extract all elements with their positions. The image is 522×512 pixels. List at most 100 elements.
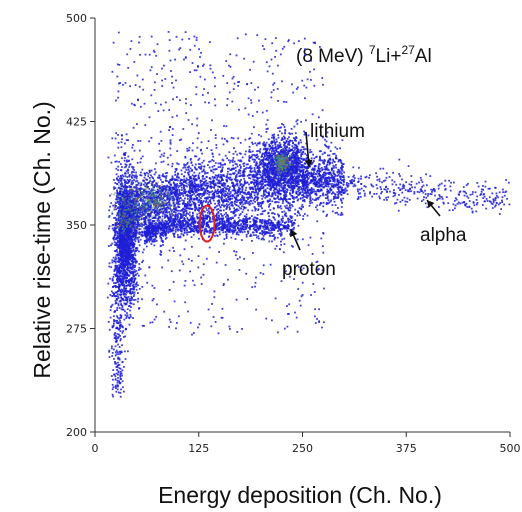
data-point bbox=[277, 145, 279, 148]
data-point bbox=[253, 170, 256, 173]
data-point bbox=[266, 152, 269, 154]
data-point bbox=[312, 153, 314, 156]
data-point bbox=[295, 120, 298, 123]
data-point bbox=[298, 151, 301, 154]
data-point bbox=[160, 189, 163, 192]
data-point bbox=[203, 182, 206, 185]
data-point bbox=[264, 163, 266, 166]
data-point bbox=[230, 159, 232, 162]
data-point bbox=[173, 182, 175, 185]
data-point bbox=[237, 193, 240, 196]
data-point bbox=[221, 177, 223, 180]
data-point bbox=[189, 207, 192, 210]
data-point bbox=[135, 177, 138, 180]
data-point bbox=[138, 231, 141, 234]
data-point bbox=[322, 181, 325, 184]
data-point bbox=[234, 214, 237, 216]
data-point bbox=[228, 188, 231, 191]
data-point bbox=[252, 182, 255, 184]
data-point bbox=[200, 187, 202, 190]
data-point bbox=[287, 198, 290, 200]
data-point bbox=[124, 288, 127, 291]
data-point bbox=[295, 182, 297, 185]
data-point bbox=[158, 194, 160, 197]
data-point bbox=[321, 159, 324, 162]
data-point bbox=[296, 150, 299, 152]
data-point bbox=[316, 171, 318, 173]
data-point bbox=[301, 161, 303, 163]
data-point bbox=[285, 221, 288, 224]
data-point bbox=[247, 198, 249, 200]
data-point bbox=[249, 197, 252, 199]
data-point bbox=[178, 218, 181, 221]
data-point bbox=[194, 166, 196, 169]
data-point bbox=[267, 184, 270, 187]
data-point bbox=[303, 192, 306, 194]
data-point bbox=[135, 194, 138, 196]
data-point bbox=[210, 191, 212, 194]
data-point bbox=[174, 209, 177, 212]
data-point bbox=[264, 189, 267, 192]
data-point bbox=[271, 184, 274, 187]
data-point bbox=[205, 198, 208, 200]
data-point bbox=[291, 205, 294, 208]
data-point bbox=[327, 169, 330, 171]
data-point bbox=[217, 188, 219, 191]
data-point bbox=[181, 179, 184, 181]
data-point bbox=[209, 186, 211, 188]
data-point bbox=[302, 158, 305, 160]
data-point bbox=[295, 146, 298, 148]
data-point bbox=[202, 215, 205, 217]
data-point bbox=[200, 206, 202, 209]
data-point bbox=[201, 161, 204, 164]
data-point bbox=[305, 166, 308, 169]
data-point bbox=[264, 154, 266, 157]
data-point bbox=[292, 178, 295, 181]
data-point bbox=[267, 174, 270, 176]
data-point bbox=[174, 211, 177, 214]
data-point bbox=[144, 181, 147, 184]
data-point bbox=[290, 128, 293, 130]
data-point bbox=[189, 190, 192, 193]
data-point bbox=[274, 141, 277, 144]
data-point bbox=[176, 189, 178, 192]
data-point bbox=[220, 170, 223, 172]
data-point bbox=[168, 199, 171, 201]
data-point bbox=[290, 156, 293, 159]
data-point bbox=[294, 132, 297, 135]
data-point bbox=[296, 172, 299, 175]
data-point bbox=[208, 207, 210, 210]
data-point bbox=[138, 212, 140, 214]
data-point bbox=[145, 210, 147, 213]
data-point bbox=[128, 323, 131, 326]
data-point bbox=[146, 178, 149, 181]
data-point bbox=[208, 196, 211, 198]
data-point bbox=[127, 240, 130, 243]
data-point bbox=[280, 198, 283, 200]
data-point bbox=[125, 268, 128, 271]
data-point bbox=[273, 173, 275, 176]
data-point bbox=[298, 163, 301, 165]
data-point bbox=[224, 195, 226, 198]
data-point bbox=[214, 189, 217, 192]
data-point bbox=[256, 181, 258, 183]
data-point bbox=[310, 151, 313, 153]
data-point bbox=[322, 173, 324, 176]
data-point bbox=[236, 192, 239, 195]
data-point bbox=[307, 192, 310, 195]
data-point bbox=[311, 189, 314, 192]
data-point bbox=[277, 190, 280, 192]
data-point bbox=[221, 168, 224, 171]
data-point bbox=[186, 205, 189, 207]
data-point bbox=[191, 219, 194, 222]
data-point bbox=[283, 210, 286, 213]
data-point bbox=[129, 267, 131, 270]
data-point bbox=[205, 196, 208, 199]
data-point bbox=[219, 209, 221, 212]
data-point bbox=[214, 202, 216, 205]
data-point bbox=[281, 202, 284, 205]
data-point bbox=[255, 172, 258, 174]
data-point bbox=[168, 187, 171, 190]
data-point bbox=[287, 143, 290, 146]
data-point bbox=[139, 268, 142, 270]
